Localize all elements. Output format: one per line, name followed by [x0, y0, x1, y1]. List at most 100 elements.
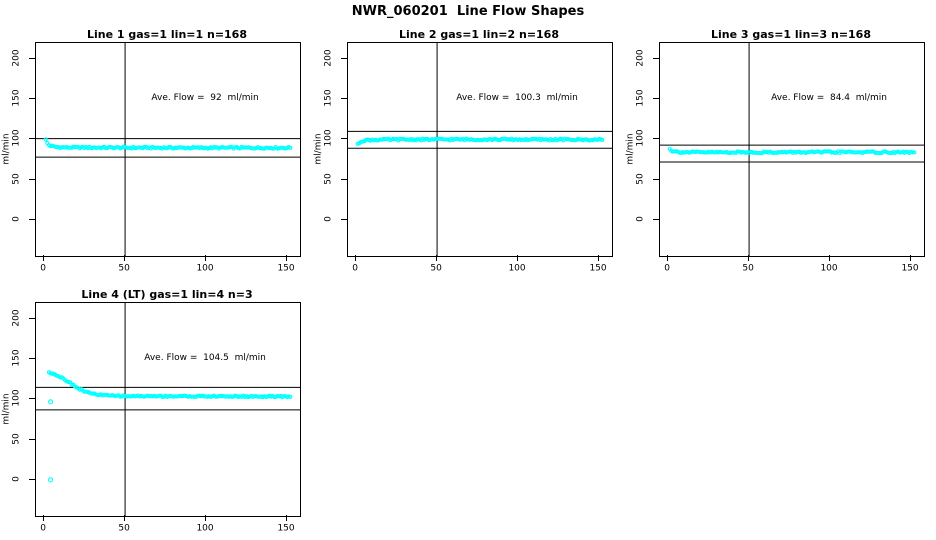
x-axis-tick: [829, 255, 831, 261]
panel-title: Line 3 gas=1 lin=3 n=168: [710, 28, 871, 41]
y-tick-label: 200: [11, 309, 22, 327]
x-tick-label: 0: [40, 263, 46, 274]
x-axis-tick: [910, 255, 912, 261]
panel-title: Line 4 (LT) gas=1 lin=4 n=3: [81, 288, 253, 301]
plot-frame: [659, 42, 925, 257]
plot-frame: [35, 42, 301, 257]
outlier-point: [48, 399, 54, 405]
x-axis-tick: [205, 255, 207, 261]
y-axis-tick: [29, 178, 35, 180]
chart-panel: Line 2 gas=1 lin=2 n=168 0 50 100 150 200 0 50 1…: [312, 22, 624, 280]
x-tick-label: 150: [589, 263, 607, 274]
chart-panel: Line 3 gas=1 lin=3 n=168 0 50 100 150 200 0 50 1…: [624, 22, 936, 280]
x-axis-tick: [124, 515, 126, 521]
x-axis-tick: [43, 255, 45, 261]
y-axis-tick: [29, 398, 35, 400]
y-axis-tick: [341, 218, 347, 220]
x-axis-tick: [43, 515, 45, 521]
y-tick-label: 100: [11, 129, 22, 148]
y-axis-tick: [29, 218, 35, 220]
y-tick-label: 150: [323, 89, 334, 107]
outlier-point: [48, 477, 54, 483]
main-title: NWR_060201 Line Flow Shapes: [351, 4, 585, 19]
y-axis-tick: [653, 138, 659, 140]
x-tick-label: 150: [901, 263, 919, 274]
x-axis-tick: [355, 255, 357, 261]
y-tick-label: 150: [11, 89, 22, 107]
panel-title: Line 1 gas=1 lin=1 n=168: [86, 28, 247, 41]
y-axis-tick: [341, 58, 347, 60]
plot-canvas: [660, 43, 924, 256]
x-tick-label: 150: [277, 263, 295, 274]
x-tick-label: 50: [118, 523, 130, 534]
y-axis-tick: [29, 138, 35, 140]
y-tick-label: 150: [635, 89, 646, 107]
x-axis-tick: [517, 255, 519, 261]
x-axis-tick: [286, 255, 288, 261]
x-tick-label: 0: [664, 263, 670, 274]
y-tick-label: 100: [635, 129, 646, 148]
x-tick-label: 150: [277, 523, 295, 534]
y-tick-label: 50: [635, 172, 646, 185]
scatter-points: [43, 137, 293, 151]
x-axis-tick: [748, 255, 750, 261]
x-axis-tick: [667, 255, 669, 261]
panel-title: Line 2 gas=1 lin=2 n=168: [398, 28, 559, 41]
y-axis-tick: [29, 438, 35, 440]
x-tick-label: 100: [196, 263, 214, 274]
x-tick-label: 50: [118, 263, 130, 274]
y-axis-tick: [29, 58, 35, 60]
y-tick-label: 100: [323, 129, 334, 148]
ave-flow-annotation: Ave. Flow = 104.5 ml/min: [144, 353, 266, 364]
plot-canvas: [348, 43, 612, 256]
y-axis-tick: [29, 358, 35, 360]
x-axis-tick: [286, 515, 288, 521]
y-tick-label: 200: [323, 49, 334, 67]
y-axis-label: ml/min: [1, 132, 12, 165]
y-tick-label: 200: [11, 49, 22, 67]
y-tick-label: 0: [323, 215, 334, 222]
y-axis-tick: [29, 478, 35, 480]
y-axis-label: ml/min: [313, 132, 324, 165]
x-tick-label: 100: [508, 263, 526, 274]
y-tick-label: 0: [11, 475, 22, 482]
y-axis-tick: [341, 178, 347, 180]
y-tick-label: 0: [635, 215, 646, 222]
x-tick-label: 100: [196, 523, 214, 534]
scatter-points: [355, 136, 605, 146]
ave-flow-annotation: Ave. Flow = 92 ml/min: [151, 93, 259, 104]
y-axis-tick: [29, 318, 35, 320]
y-tick-label: 50: [11, 172, 22, 185]
y-tick-label: 100: [11, 389, 22, 408]
x-axis-tick: [598, 255, 600, 261]
y-tick-label: 50: [323, 172, 334, 185]
scatter-points: [667, 146, 917, 156]
x-tick-label: 100: [820, 263, 838, 274]
ave-flow-annotation: Ave. Flow = 100.3 ml/min: [456, 93, 578, 104]
y-axis-label: ml/min: [1, 392, 12, 425]
chart-panel: Line 4 (LT) gas=1 lin=4 n=3 0 50 100 150 200 0…: [0, 282, 312, 540]
plot-canvas: [36, 43, 300, 256]
x-axis-tick: [205, 515, 207, 521]
x-axis-tick: [436, 255, 438, 261]
y-axis-tick: [653, 58, 659, 60]
x-tick-label: 50: [742, 263, 754, 274]
x-tick-label: 50: [430, 263, 442, 274]
x-tick-label: 0: [40, 523, 46, 534]
y-axis-tick: [341, 138, 347, 140]
plot-frame: [35, 302, 301, 517]
y-axis-tick: [653, 218, 659, 220]
y-tick-label: 50: [11, 432, 22, 445]
y-tick-label: 0: [11, 215, 22, 222]
scatter-points: [46, 370, 293, 483]
y-tick-label: 150: [11, 349, 22, 367]
y-tick-label: 200: [635, 49, 646, 67]
x-axis-tick: [124, 255, 126, 261]
y-axis-label: ml/min: [625, 132, 636, 165]
y-axis-tick: [653, 98, 659, 100]
y-axis-tick: [341, 98, 347, 100]
y-axis-tick: [653, 178, 659, 180]
ave-flow-annotation: Ave. Flow = 84.4 ml/min: [771, 93, 888, 104]
y-axis-tick: [29, 98, 35, 100]
